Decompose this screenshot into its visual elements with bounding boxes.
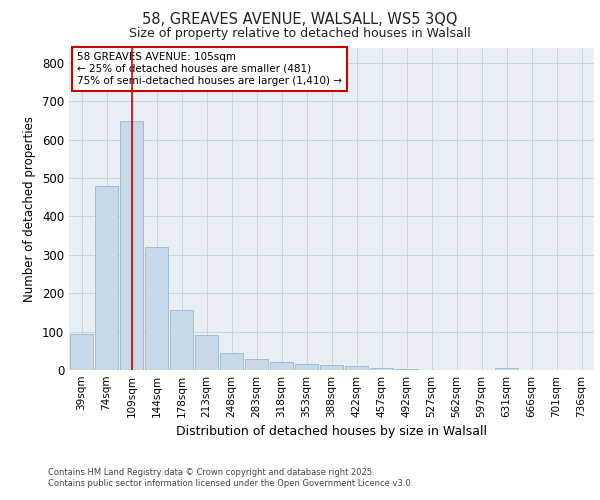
Bar — [120, 121, 143, 370]
Bar — [195, 334, 218, 370]
Text: 58 GREAVES AVENUE: 105sqm
← 25% of detached houses are smaller (481)
75% of semi: 58 GREAVES AVENUE: 105sqm ← 25% of detac… — [77, 52, 342, 86]
Bar — [245, 359, 268, 370]
Text: Contains HM Land Registry data © Crown copyright and database right 2025.
Contai: Contains HM Land Registry data © Crown c… — [48, 468, 413, 487]
Bar — [295, 364, 318, 370]
Bar — [145, 247, 168, 370]
Bar — [370, 368, 393, 370]
Bar — [70, 334, 93, 370]
Bar — [395, 369, 418, 370]
X-axis label: Distribution of detached houses by size in Walsall: Distribution of detached houses by size … — [176, 426, 487, 438]
Bar — [345, 366, 368, 370]
Y-axis label: Number of detached properties: Number of detached properties — [23, 116, 37, 302]
Bar — [270, 362, 293, 370]
Bar — [95, 186, 118, 370]
Bar — [170, 310, 193, 370]
Bar — [220, 352, 243, 370]
Text: Size of property relative to detached houses in Walsall: Size of property relative to detached ho… — [129, 28, 471, 40]
Bar — [320, 365, 343, 370]
Bar — [495, 368, 518, 370]
Text: 58, GREAVES AVENUE, WALSALL, WS5 3QQ: 58, GREAVES AVENUE, WALSALL, WS5 3QQ — [142, 12, 458, 28]
